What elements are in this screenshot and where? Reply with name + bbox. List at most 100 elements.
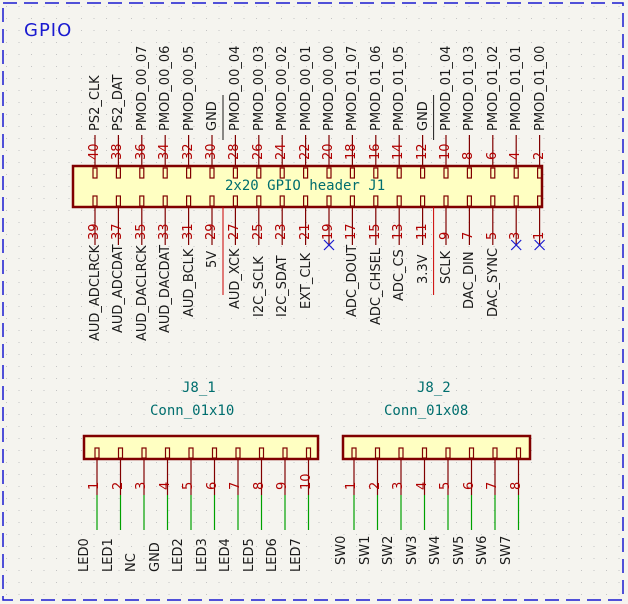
- pin-number: 13: [391, 223, 407, 240]
- net-label: PMOD_00_03: [251, 45, 267, 131]
- pin-stub: [326, 167, 332, 179]
- pin-stub: [490, 195, 496, 207]
- net-label: PMOD_00_07: [134, 45, 150, 131]
- pin-stub: [305, 447, 312, 459]
- pin-number: 9: [275, 481, 290, 490]
- net-label: LED0: [77, 538, 92, 572]
- net-label: AUD_DACLRCK: [134, 245, 150, 342]
- net-label: PMOD_01_07: [345, 45, 361, 131]
- pin-stub: [162, 167, 168, 179]
- pin-number: 6: [204, 481, 220, 490]
- net-label: GND: [147, 542, 163, 572]
- pin-stub: [513, 195, 519, 207]
- pin-number: 28: [227, 143, 243, 160]
- pin-number: 4: [157, 481, 173, 490]
- pin-stub: [117, 447, 124, 459]
- pin-number: 24: [274, 143, 290, 160]
- net-label: I2C_SCLK: [251, 256, 267, 317]
- pin-number: 29: [204, 223, 219, 240]
- pin-stub: [373, 167, 379, 179]
- j8-2-value: Conn_01x08: [384, 403, 469, 419]
- pin-stub: [256, 195, 262, 207]
- pin-number: 4: [414, 481, 430, 490]
- pin-stub: [209, 167, 215, 179]
- pin-number: 3: [391, 481, 406, 490]
- pin-number: 19: [321, 223, 336, 240]
- net-label: 5V: [205, 251, 220, 269]
- net-label: PS2_CLK: [88, 75, 103, 131]
- pin-number: 8: [508, 481, 524, 490]
- net-label: AUD_BCLK: [181, 248, 197, 317]
- net-label: ADC_CHSEL: [368, 247, 384, 325]
- pin-stub: [235, 447, 241, 459]
- pin-number: 8: [461, 151, 477, 160]
- net-label: GND: [205, 101, 220, 131]
- pin-stub: [398, 447, 404, 459]
- pin-number: 33: [157, 223, 173, 240]
- net-label: SW5: [451, 535, 467, 565]
- net-label: LED7: [288, 538, 304, 572]
- pin-number: 14: [391, 143, 407, 160]
- j1-top-pins: [92, 95, 543, 179]
- pin-number: 2: [110, 481, 126, 490]
- pin-number: 1: [531, 231, 547, 240]
- pin-number: 18: [344, 143, 360, 160]
- j8-1-pins: [94, 447, 312, 530]
- net-label: PMOD_00_02: [275, 45, 291, 131]
- net-label: PMOD_00_00: [322, 45, 337, 131]
- net-label: GND: [415, 101, 431, 131]
- pin-number: 7: [485, 481, 500, 490]
- pin-stub: [326, 195, 332, 207]
- pin-stub: [466, 195, 472, 207]
- j8-2-pins: [351, 447, 522, 530]
- pin-number: 20: [321, 143, 336, 160]
- net-label: SW1: [357, 535, 373, 565]
- pin-number: 34: [157, 143, 173, 160]
- net-label: LED5: [241, 538, 257, 572]
- pin-stub: [351, 447, 357, 459]
- pin-stub: [162, 195, 168, 207]
- pin-stub: [420, 167, 426, 179]
- pin-number: 31: [180, 223, 196, 240]
- pin-stub: [373, 195, 379, 207]
- j1-bottom-pins: [92, 195, 546, 295]
- pin-number: 15: [367, 223, 383, 240]
- net-label: AUD_XCK: [228, 248, 244, 309]
- pin-number: 32: [180, 143, 196, 160]
- net-label: PMOD_00_04: [228, 45, 244, 131]
- net-label: AUD_DACDAT: [158, 244, 174, 333]
- pin-stub: [421, 447, 428, 459]
- pin-number: 22: [297, 143, 313, 160]
- pin-number: 36: [133, 143, 149, 160]
- pin-stub: [139, 167, 145, 179]
- pin-stub: [536, 195, 543, 207]
- pin-number: 1: [344, 481, 359, 490]
- pin-stub: [492, 447, 498, 459]
- pin-number: 30: [204, 143, 219, 160]
- j8-2-body[interactable]: [341, 434, 532, 461]
- j8-2-reference: J8_2: [417, 380, 451, 396]
- pin-stub: [396, 167, 402, 179]
- net-label: PMOD_00_05: [181, 45, 197, 131]
- j8-1-reference: J8_1: [182, 380, 216, 396]
- pin-number: 26: [250, 143, 266, 160]
- net-label: SW7: [498, 535, 514, 565]
- pin-stub: [92, 195, 98, 207]
- net-label: PMOD_01_04: [439, 45, 454, 131]
- pin-number: 3: [134, 481, 149, 490]
- pin-stub: [445, 447, 451, 459]
- net-label: SW0: [334, 535, 349, 565]
- net-label: SW3: [404, 535, 420, 565]
- net-label: PMOD_00_06: [158, 45, 174, 131]
- pin-number: 10: [298, 473, 314, 490]
- net-label: I2C_SDAT: [275, 255, 291, 317]
- pin-number: 10: [438, 143, 453, 160]
- pin-stub: [303, 167, 309, 179]
- net-label: SW2: [381, 535, 396, 565]
- net-label: ADC_CS: [392, 248, 408, 301]
- pin-stub: [186, 167, 192, 179]
- j1-value-label: 2x20 GPIO header J1: [225, 178, 386, 194]
- pin-number: 4: [508, 151, 524, 160]
